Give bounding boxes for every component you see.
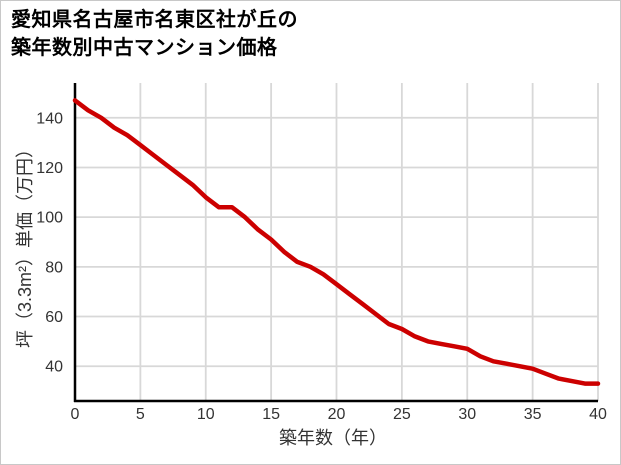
y-tick-label: 60 bbox=[45, 309, 63, 326]
x-tick-label: 25 bbox=[393, 406, 411, 423]
x-tick-label: 0 bbox=[71, 406, 80, 423]
x-tick-label: 35 bbox=[524, 406, 542, 423]
x-tick-label: 10 bbox=[197, 406, 215, 423]
tick-labels: 0 5 10 15 20 25 30 35 40 40 60 80 100 120 140 bbox=[36, 110, 607, 423]
axes bbox=[73, 83, 598, 403]
x-tick-label: 30 bbox=[458, 406, 476, 423]
y-tick-label: 120 bbox=[36, 160, 63, 177]
price-line-series bbox=[72, 98, 601, 386]
x-tick-label: 5 bbox=[136, 406, 145, 423]
x-axis-label: 築年数（年） bbox=[279, 428, 387, 448]
gridlines bbox=[75, 83, 599, 401]
chart-title-line1: 愛知県名古屋市名東区社が丘の bbox=[11, 9, 298, 31]
price-line bbox=[72, 98, 601, 386]
y-axis-label: 坪（3.3m²）単価（万円） bbox=[15, 140, 35, 348]
y-tick-label: 80 bbox=[45, 259, 63, 276]
x-tick-label: 15 bbox=[262, 406, 280, 423]
chart-title: 愛知県名古屋市名東区社が丘の 築年数別中古マンション価格 bbox=[11, 6, 298, 62]
y-tick-label: 40 bbox=[45, 359, 63, 376]
y-tick-label: 100 bbox=[36, 210, 63, 227]
x-tick-label: 40 bbox=[589, 406, 607, 423]
x-tick-label: 20 bbox=[328, 406, 346, 423]
chart-title-line2: 築年数別中古マンション価格 bbox=[11, 37, 278, 59]
y-tick-label: 140 bbox=[36, 110, 63, 127]
